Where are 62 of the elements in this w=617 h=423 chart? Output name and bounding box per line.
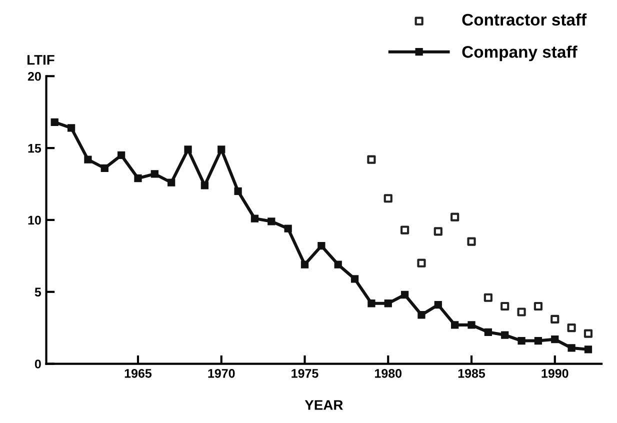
point <box>451 321 459 329</box>
point <box>234 187 242 196</box>
point <box>467 237 476 246</box>
point <box>200 182 209 190</box>
point <box>501 331 509 339</box>
x-tick-label: 1985 <box>458 368 486 378</box>
point <box>500 302 510 311</box>
point <box>517 308 526 316</box>
point <box>567 324 576 332</box>
x-tick-label: 1980 <box>375 368 402 378</box>
point <box>368 300 376 308</box>
point <box>534 336 542 345</box>
x-axis-title: YEAR <box>304 400 343 410</box>
point <box>150 170 158 178</box>
point <box>568 344 576 352</box>
point <box>417 258 426 268</box>
point <box>384 194 392 203</box>
point <box>117 151 126 160</box>
legend-label: Contractor staff <box>462 13 587 26</box>
point <box>334 260 342 268</box>
point <box>134 174 142 182</box>
point <box>250 214 259 222</box>
x-tick-label: 1965 <box>124 368 152 378</box>
y-tick-label: 5 <box>34 288 42 297</box>
point <box>300 260 309 268</box>
point <box>434 227 442 236</box>
point <box>551 336 559 344</box>
point <box>367 155 376 164</box>
point <box>100 164 108 172</box>
point <box>400 226 410 234</box>
y-axis-title: LTIF <box>28 55 54 65</box>
point <box>67 124 76 132</box>
point <box>434 300 442 309</box>
point <box>50 118 58 126</box>
point <box>418 311 426 319</box>
point <box>384 300 392 308</box>
point <box>484 293 492 302</box>
legend-label: Company staff <box>462 46 578 62</box>
y-tick-label: 15 <box>28 144 42 153</box>
x-tick-label: 1990 <box>542 368 568 378</box>
point <box>184 146 192 154</box>
point <box>318 242 326 250</box>
y-tick-label: 20 <box>28 72 41 81</box>
y-tick-label: 10 <box>28 216 41 225</box>
point <box>284 224 292 232</box>
point <box>268 218 276 226</box>
point <box>518 336 526 345</box>
point <box>450 212 460 222</box>
point <box>84 156 92 164</box>
y-tick-label: 0 <box>34 360 41 368</box>
point <box>350 275 359 283</box>
point <box>550 314 560 324</box>
point <box>584 346 592 354</box>
point <box>400 290 409 299</box>
point <box>468 321 476 329</box>
x-tick-label: 1970 <box>208 368 235 378</box>
point <box>218 146 226 154</box>
point <box>168 178 176 186</box>
x-tick-label: 1975 <box>292 368 318 378</box>
point <box>534 302 543 311</box>
point <box>584 329 593 338</box>
point <box>484 328 492 336</box>
